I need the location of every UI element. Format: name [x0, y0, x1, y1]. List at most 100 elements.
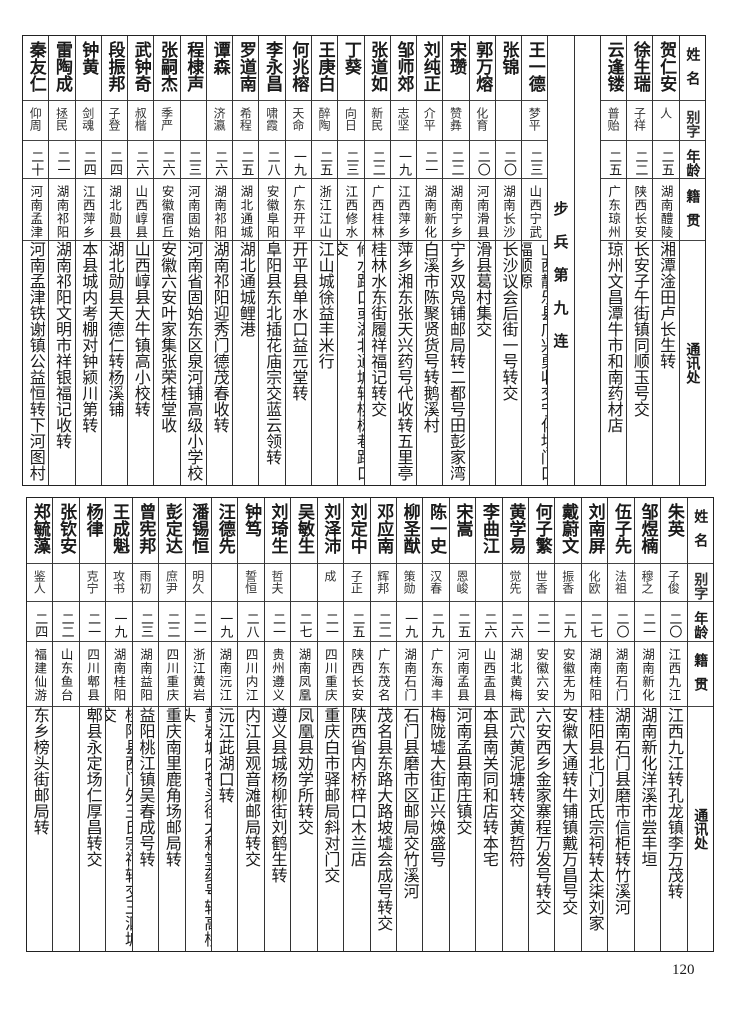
record-address: 本县城内考棚对钟颍川第转: [79, 241, 99, 433]
record-name: 曾宪邦: [132, 498, 159, 564]
record-alias: 策勋: [396, 564, 423, 602]
person-record: 云逢镂 普贻 二五 广东琼州 琼州文昌潭牛市和南药材店: [599, 36, 627, 485]
record-name: 段振邦: [101, 36, 128, 101]
record-address: 长沙议会后街一号转交: [499, 241, 519, 401]
record-origin: 湖南石门: [396, 642, 423, 707]
record-origin: 四川重庆: [159, 642, 185, 707]
record-origin: 湖南宁乡: [443, 179, 469, 241]
record-alias: 天命: [285, 101, 312, 141]
record-age: 二六: [206, 141, 233, 179]
person-record: 李永昌 啸霞 二八 安徽阜阳 阜阳县东北插花庙宗交蓝云领转: [258, 36, 285, 485]
record-name: 邓应南: [370, 498, 396, 564]
record-age: 二〇: [608, 602, 634, 642]
record-address: 陕西省内桥梓口木兰店: [347, 707, 367, 867]
header-address: 通讯处: [692, 808, 709, 850]
section-title: 步兵第九连: [551, 201, 570, 366]
record-name: 武钟奇: [128, 36, 154, 101]
person-record: 程棣声 二三 河南固始 河南省固始东区泉河铺高级小学校: [179, 36, 206, 485]
record-origin: 陕西长安: [627, 179, 653, 241]
record-alias: 向日: [338, 101, 364, 141]
record-age: 二十: [23, 141, 49, 179]
record-origin: 山西盂县: [476, 642, 502, 707]
record-age: 二二: [627, 141, 653, 179]
person-record: 张嗣杰 季严 二六 安徽宿丘 安徽六安叶家集张荣桂堂收: [153, 36, 180, 485]
record-age: 一九: [106, 602, 132, 642]
record-alias: 庶尹: [159, 564, 185, 602]
record-alias: 赞彝: [443, 101, 469, 141]
record-age: 二四: [27, 602, 53, 642]
person-record: 张锦 二〇 湖南长沙 长沙议会后街一号转交: [494, 36, 522, 485]
record-origin: 河南滑县: [469, 179, 495, 241]
record-age: 二九: [423, 602, 449, 642]
record-name: 何子繁: [529, 498, 555, 564]
person-record: 戴蔚文 振香 二九 安徽无为 安徽大通转牛铺镇戴万昌号交: [554, 498, 581, 951]
record-name: 陈一史: [423, 498, 449, 564]
record-alias: 世香: [529, 564, 555, 602]
record-origin: 安徽宿丘: [154, 179, 180, 241]
record-address: 山西崞县大牛镇高小校转: [131, 241, 151, 417]
roster-table-top: 姓名 别字 年龄 籍贯 通讯处 贺仁安人二五 湖南醴陵 湘潭淦田卢长生转 徐生瑞 子祥 二二 陕西长安…: [22, 35, 706, 486]
record-origin: 广东茂名: [370, 642, 396, 707]
record-origin: 湖南桂阳: [581, 642, 608, 707]
record-address: 长安子午街镇同顺玉号交: [630, 241, 650, 417]
record-age: 二二: [159, 602, 185, 642]
record-name: 宋嵩: [449, 498, 476, 564]
record-origin: 江西萍乡: [75, 179, 101, 241]
record-name: 张锦: [495, 36, 522, 101]
person-record: 张道如 新民 二二 广西桂林 桂林水东街履祥福记转交: [363, 36, 390, 485]
record-name: 徐生瑞: [627, 36, 653, 101]
record-name: 云逢镂: [600, 36, 627, 101]
person-record: 张钦安 二二 山东鱼台: [52, 498, 79, 951]
record-address: [53, 707, 78, 951]
record-age: 二七: [291, 602, 317, 642]
section-title-column: 步兵第九连: [547, 36, 573, 485]
record-alias: [495, 101, 522, 141]
record-origin: 安徽六安: [529, 642, 555, 707]
record-age: 二四: [101, 141, 128, 179]
record-alias: 普贻: [600, 101, 627, 141]
record-age: 二三: [180, 141, 206, 179]
person-record: 柳圣猷 策勋 一九 湖南石门 石门县磨市区邮局交竹溪河: [395, 498, 423, 951]
record-age: 二五: [344, 602, 370, 642]
record-origin: 福建仙游: [27, 642, 53, 707]
record-address: 滑县葛村集交: [473, 241, 493, 337]
record-alias: 季严: [154, 101, 180, 141]
blank-cell: [575, 36, 600, 485]
person-record: 刘琦生 哲夫 二一 贵州遵义 遵义县城杨柳街刘鹤生转: [263, 498, 291, 951]
record-address: 河南孟津铁谢镇公益恒转下河图村: [26, 241, 46, 481]
person-record: 王庚白 醉陶 二五 浙江江山 江山城徐益丰米行: [311, 36, 338, 485]
record-alias: 希程: [233, 101, 259, 141]
record-address: 桂林水东街履祥福记转交: [368, 241, 388, 417]
record-age: 二三: [338, 141, 364, 179]
person-record: 朱英 子俊 二〇 江西九江 江西九江转孔龙镇李万茂转: [660, 498, 687, 951]
record-name: 戴蔚文: [555, 498, 581, 564]
person-record: 徐生瑞 子祥 二二 陕西长安 长安子午街镇同顺玉号交: [626, 36, 653, 485]
person-record: 彭定达 庶尹 二二 四川重庆 重庆南里鹿角场邮局转: [158, 498, 185, 951]
person-record: 宋嵩 恩峻 二五 河南孟县 河南孟县南庄镇交: [448, 498, 476, 951]
record-name: 张钦安: [53, 498, 79, 564]
record-age: 二三: [522, 141, 548, 179]
record-address: 修水路口或湖北通城转桃树巷路口交: [338, 241, 364, 481]
record-alias: 叔楷: [128, 101, 154, 141]
record-alias: 哲夫: [264, 564, 291, 602]
record-name: 谭森: [206, 36, 233, 101]
record-age: 二二: [53, 602, 79, 642]
record-name: 李永昌: [259, 36, 285, 101]
record-alias: 汉春: [423, 564, 449, 602]
record-alias: 穆之: [634, 564, 661, 602]
record-age: 一九: [390, 141, 417, 179]
record-age: 二六: [476, 602, 502, 642]
person-record: 邓应南 辉邦 二二 广东茂名 茂名县东路大路坡墟会成号转交: [369, 498, 396, 951]
record-address: 江山城徐益丰米行: [315, 241, 335, 369]
record-origin: 湖南祁阳: [206, 179, 233, 241]
record-origin: 浙江江山: [312, 179, 338, 241]
record-origin: 广西桂林: [364, 179, 390, 241]
record-age: 二二: [364, 141, 390, 179]
record-alias: 志坚: [390, 101, 417, 141]
record-name: 彭定达: [159, 498, 185, 564]
record-origin: 广东琼州: [600, 179, 627, 241]
record-age: 二〇: [495, 141, 522, 179]
record-alias: 新民: [364, 101, 390, 141]
header-origin: 籍贯: [679, 179, 705, 241]
record-age: 二二: [443, 141, 469, 179]
